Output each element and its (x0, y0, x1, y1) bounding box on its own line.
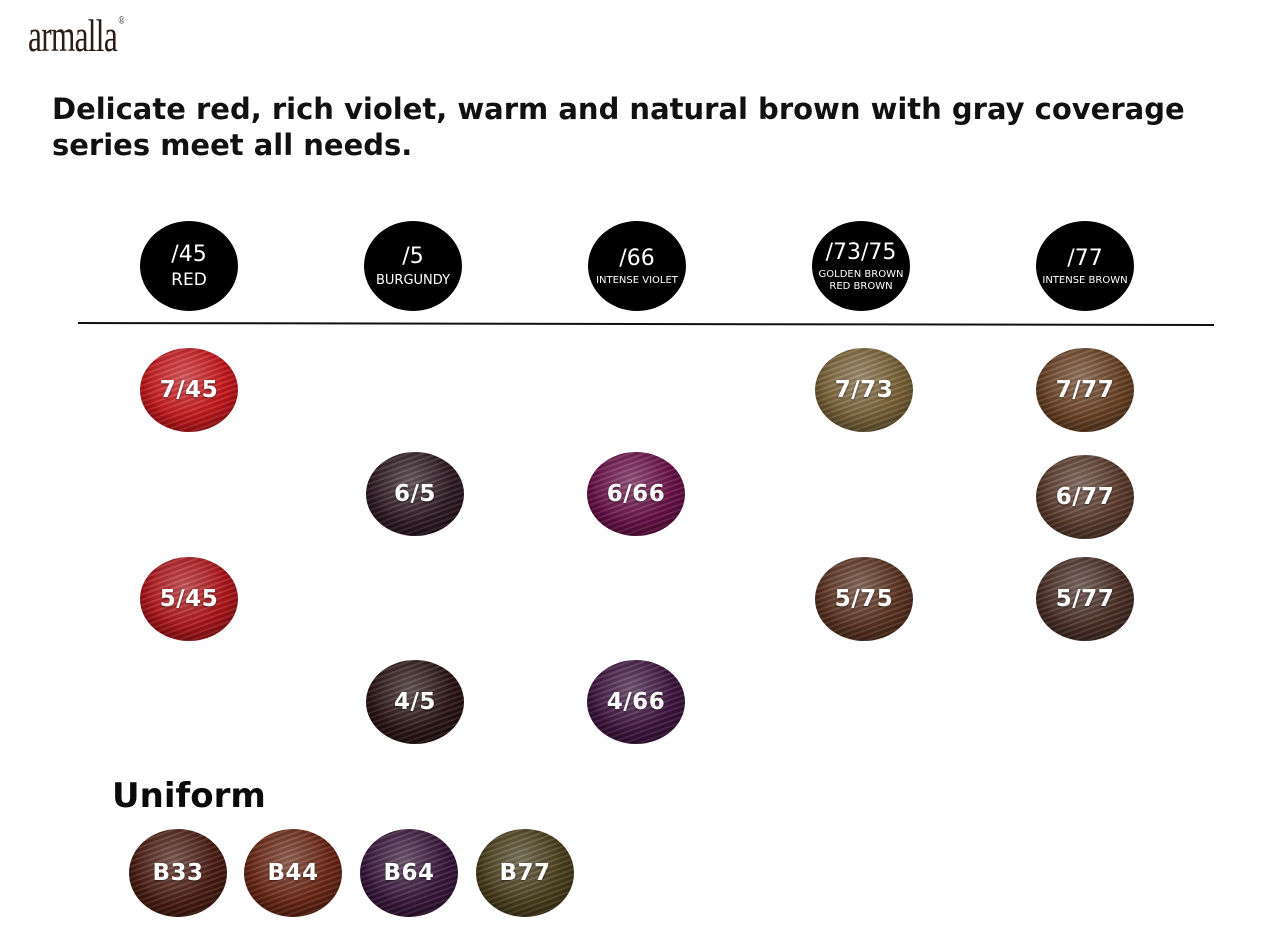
column-name: INTENSE BROWN (1042, 274, 1128, 286)
swatch-label: 4/66 (606, 689, 666, 715)
column-code: /66 (619, 245, 655, 271)
brand-logo-text: armalla (28, 10, 118, 61)
header-divider (77, 322, 1214, 326)
swatch-label: 7/77 (1055, 377, 1115, 403)
column-header-66: /66 INTENSE VIOLET (588, 221, 686, 311)
swatch-6-5: 6/5 (366, 452, 464, 536)
swatch-b77: B77 (476, 829, 574, 917)
column-header-73-75: /73/75 GOLDEN BROWN RED BROWN (812, 221, 910, 311)
swatch-b33: B33 (129, 829, 227, 917)
column-code: /45 (171, 242, 207, 267)
column-code: /5 (402, 244, 424, 269)
column-name: INTENSE VIOLET (596, 274, 678, 286)
swatch-4-66: 4/66 (587, 660, 685, 744)
page-headline: Delicate red, rich violet, warm and natu… (52, 92, 1185, 162)
swatch-label: 5/77 (1055, 586, 1115, 612)
swatch-7-73: 7/73 (815, 348, 913, 432)
swatch-6-66: 6/66 (587, 452, 685, 536)
column-code: /73/75 (825, 239, 897, 265)
swatch-label: 6/66 (606, 481, 666, 507)
swatch-label: 7/45 (159, 377, 219, 403)
registered-mark: ® (118, 13, 124, 27)
swatch-7-77: 7/77 (1036, 348, 1134, 432)
swatch-label: B64 (383, 860, 435, 886)
column-name: GOLDEN BROWN RED BROWN (818, 268, 904, 292)
column-header-5: /5 BURGUNDY (364, 221, 462, 311)
swatch-b64: B64 (360, 829, 458, 917)
swatch-label: 7/73 (834, 377, 894, 403)
swatch-label: 6/5 (394, 481, 436, 507)
swatch-label: B44 (267, 860, 319, 886)
swatch-b44: B44 (244, 829, 342, 917)
swatch-5-77: 5/77 (1036, 557, 1134, 641)
column-name: RED (171, 270, 207, 290)
swatch-label: 6/77 (1055, 484, 1115, 510)
swatch-7-45: 7/45 (140, 348, 238, 432)
swatch-5-75: 5/75 (815, 557, 913, 641)
uniform-title: Uniform (112, 776, 266, 816)
swatch-5-45: 5/45 (140, 557, 238, 641)
swatch-label: 5/45 (159, 586, 219, 612)
swatch-label: 5/75 (834, 586, 894, 612)
column-header-77: /77 INTENSE BROWN (1036, 221, 1134, 311)
swatch-label: 4/5 (394, 689, 436, 715)
swatch-6-77: 6/77 (1036, 455, 1134, 539)
swatch-label: B33 (152, 860, 204, 886)
brand-logo: armalla® (28, 10, 125, 62)
swatch-4-5: 4/5 (366, 660, 464, 744)
column-header-45: /45 RED (140, 221, 238, 311)
swatch-label: B77 (499, 860, 551, 886)
column-code: /77 (1067, 245, 1103, 271)
column-name: BURGUNDY (375, 273, 451, 288)
